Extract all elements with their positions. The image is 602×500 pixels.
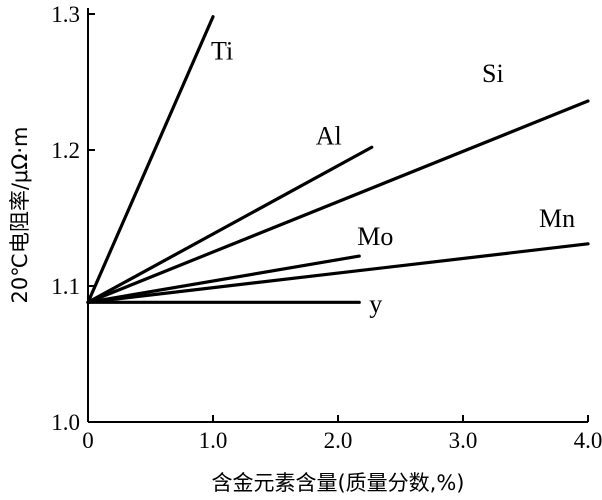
series-label-mo: Mo [357, 222, 393, 251]
x-tick-label: 2.0 [324, 428, 353, 453]
y-axis-ticks: 1.0 1.1 1.2 1.3 [51, 2, 95, 435]
series-label-y: y [369, 289, 382, 318]
x-tick-label: 0 [82, 428, 94, 453]
series-label-ti: Ti [211, 37, 233, 66]
series-label-mn: Mn [539, 204, 575, 233]
plot-frame [87, 8, 588, 423]
x-axis-title: 含金元素含量(质量分数,%) [211, 471, 464, 495]
series-lines [86, 15, 590, 304]
series-line-mo [86, 254, 361, 304]
y-axis-title: 20℃电阻率/μΩ·m [8, 127, 32, 304]
series-label-si: Si [482, 59, 504, 88]
x-tick-label: 1.0 [199, 428, 228, 453]
series-labels: Ti Al Si Mo Mn y [211, 37, 575, 319]
x-axis-ticks: 0 1.0 2.0 3.0 4.0 [82, 415, 602, 453]
y-tick-label: 1.3 [51, 2, 80, 27]
x-tick-label: 4.0 [574, 428, 602, 453]
y-tick-label: 1.0 [51, 410, 80, 435]
y-tick-label: 1.1 [51, 274, 80, 299]
series-line-ti [86, 15, 215, 304]
series-line-mn [86, 242, 590, 304]
y-tick-label: 1.2 [51, 138, 80, 163]
series-label-al: Al [316, 121, 342, 150]
x-tick-label: 3.0 [449, 428, 478, 453]
series-line-al [86, 145, 374, 304]
series-line-si [86, 99, 590, 304]
